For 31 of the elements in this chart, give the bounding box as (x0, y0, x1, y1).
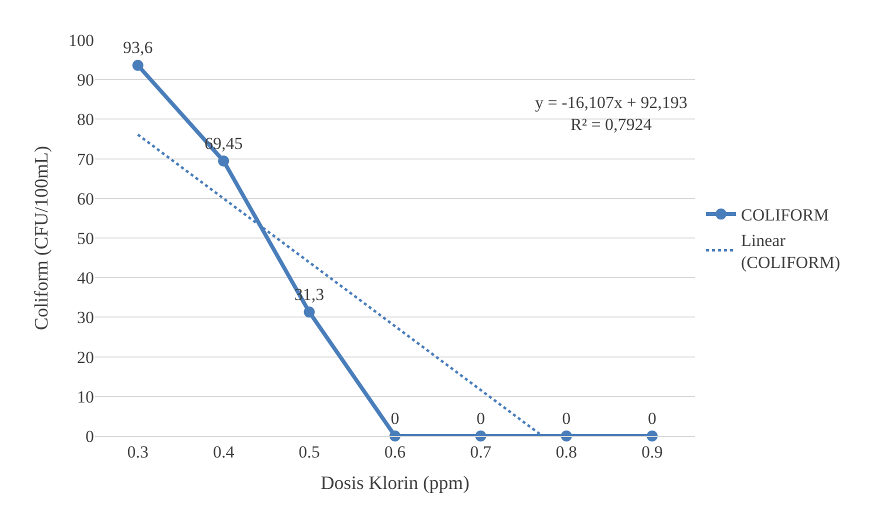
x-tick-label: 0.5 (298, 442, 320, 462)
x-tick-label: 0.6 (384, 442, 406, 462)
data-label: 0 (390, 408, 400, 428)
x-tick-label: 0.8 (556, 442, 578, 462)
data-label: 0 (476, 408, 485, 428)
data-label: 0 (648, 408, 656, 428)
x-tick-label: 0.3 (127, 442, 148, 462)
y-tick-label: 70 (77, 150, 94, 169)
point (304, 306, 315, 318)
data-label: 93,6 (122, 38, 153, 58)
y-tick-label: 80 (77, 110, 94, 130)
y-tick-label: 50 (77, 228, 94, 248)
y-axis-title: Coliform (CFU/100mL) (31, 146, 52, 330)
y-tick-label: 90 (77, 70, 94, 90)
x-axis-title: Dosis Klorin (ppm) (320, 473, 470, 494)
x-tick-label: 0.9 (642, 442, 663, 462)
legend-label: Linear (COLIFORM) (741, 230, 840, 272)
point (218, 155, 230, 166)
y-tick-label: 0 (86, 426, 94, 446)
x-tick-label: 0.4 (212, 442, 235, 462)
annotation: y = -16,107x + 92,193 R² = 0,7924 (535, 93, 688, 134)
point (132, 60, 144, 71)
y-tick-label: 60 (77, 189, 94, 208)
y-tick-label: 40 (77, 268, 94, 288)
y-tick-label: 100 (68, 30, 94, 50)
legend-label: COLIFORM (741, 206, 829, 225)
x-tick-label: 0.7 (470, 442, 492, 462)
y-tick-label: 30 (77, 308, 94, 328)
y-tick-label: 10 (77, 387, 94, 406)
y-tick-label: 20 (77, 348, 94, 367)
data-label: 0 (562, 408, 571, 428)
